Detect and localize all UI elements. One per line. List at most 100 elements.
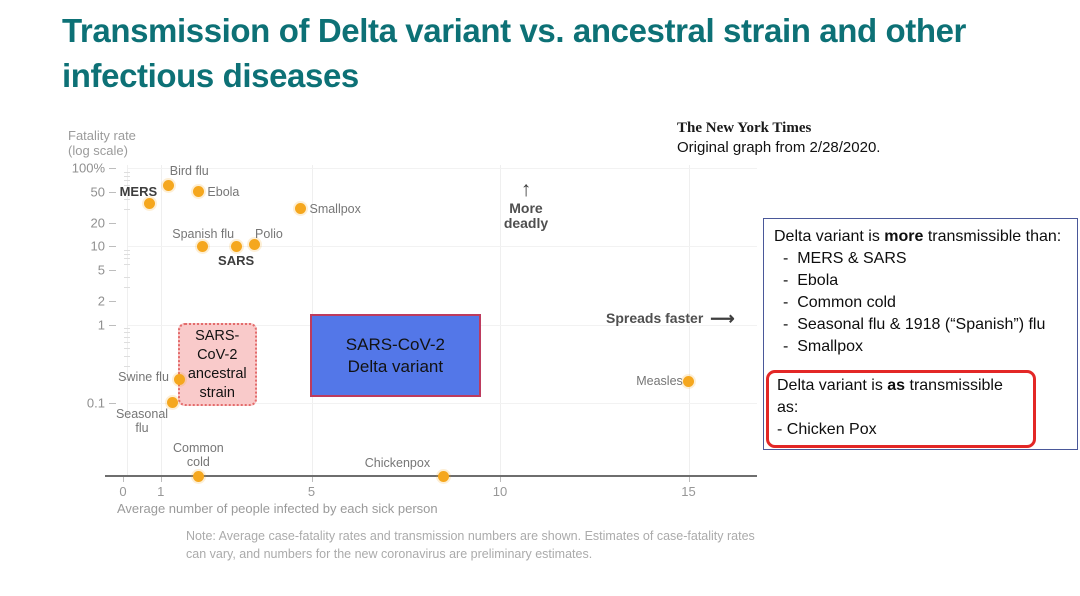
- y-tick-label: 0.1: [86, 395, 105, 411]
- y-minor-tick: [124, 336, 130, 338]
- data-point-label: Ebola: [207, 184, 240, 199]
- y-minor-tick: [124, 365, 130, 367]
- x-axis-title: Average number of people infected by eac…: [117, 501, 438, 516]
- y-tick-dash: [109, 269, 116, 271]
- y-tick-label: 10: [90, 238, 105, 254]
- y-minor-tick: [124, 180, 130, 182]
- y-tick-dash: [109, 222, 116, 224]
- data-point-label: SARS: [218, 253, 255, 269]
- highlight-box: Delta variant is as transmissible as: Ch…: [766, 370, 1036, 448]
- x-tick-label: 1: [157, 484, 165, 499]
- data-point-label: Spanish flu: [172, 227, 235, 242]
- y-minor-tick: [124, 263, 130, 265]
- rich-text-segment: transmissible than:: [923, 228, 1062, 245]
- highlight-list: Chicken Pox: [777, 419, 1025, 441]
- data-point-smallpox: [294, 203, 306, 215]
- data-point-spanish-flu: [196, 240, 208, 252]
- x-tick-mark: [160, 477, 162, 482]
- chart-note: Note: Average case-fatality rates and tr…: [186, 527, 755, 563]
- gridline-horizontal: [127, 402, 757, 404]
- y-minor-tick: [124, 199, 130, 201]
- y-minor-tick: [124, 249, 130, 251]
- x-tick-mark: [311, 477, 313, 482]
- y-tick-dash: [109, 301, 116, 303]
- y-axis-title-line1: Fatality rate: [68, 128, 136, 143]
- gridline-horizontal: [127, 246, 757, 248]
- y-minor-tick: [124, 328, 130, 330]
- gridline-vertical: [160, 165, 162, 475]
- more-deadly-label: deadly: [503, 215, 549, 231]
- data-point-label: Polio: [255, 226, 283, 241]
- y-tick-label: 1: [97, 317, 105, 333]
- data-point-measles: [683, 375, 694, 387]
- data-point-label: Measles: [636, 374, 683, 389]
- data-point-label: Swine flu: [118, 370, 169, 385]
- page-title: Transmission of Delta variant vs. ancest…: [62, 12, 966, 94]
- y-minor-tick: [124, 379, 130, 381]
- gridline-vertical: [500, 165, 501, 475]
- x-axis-line: [105, 475, 757, 477]
- data-point-ebola: [192, 186, 204, 198]
- x-tick-label: 15: [681, 484, 696, 499]
- list-item: MERS & SARS: [774, 248, 1067, 270]
- y-minor-tick: [124, 341, 130, 343]
- y-minor-tick: [124, 277, 130, 279]
- data-point-label: Chickenpox: [364, 456, 431, 470]
- x-tick-mark: [123, 477, 124, 482]
- list-item: Common cold: [774, 292, 1067, 314]
- y-minor-tick: [124, 253, 130, 255]
- chart-note-line2: can vary, and numbers for the new corona…: [186, 547, 593, 561]
- data-point-label: Smallpox: [309, 201, 361, 216]
- y-tick-dash: [109, 168, 116, 169]
- y-axis-title-line2: (log scale): [68, 143, 128, 158]
- panel-list: MERS & SARSEbolaCommon coldSeasonal flu …: [774, 248, 1067, 358]
- data-point-label: Common cold: [173, 441, 224, 469]
- rich-text-segment: as: [887, 377, 906, 394]
- rich-text-segment: Delta variant is: [777, 377, 888, 394]
- data-point-sars: [230, 240, 242, 252]
- attribution-note: Original graph from 2/28/2020.: [677, 139, 881, 156]
- y-tick-label: 5: [97, 262, 105, 278]
- y-tick-dash: [109, 402, 116, 404]
- y-tick-label: 2: [97, 293, 105, 309]
- data-point-bird-flu: [162, 179, 174, 191]
- y-minor-tick: [124, 332, 130, 334]
- y-tick-dash: [109, 191, 116, 193]
- x-tick-mark: [500, 477, 501, 482]
- nyt-wordmark: The New York Times: [677, 120, 812, 136]
- x-tick-mark: [688, 477, 690, 482]
- y-minor-tick: [124, 175, 130, 177]
- up-arrow-icon: ↑: [520, 178, 532, 201]
- highlight-heading: Delta variant is as transmissible as:: [777, 375, 1025, 419]
- y-minor-tick: [124, 171, 130, 173]
- list-item: Chicken Pox: [777, 419, 1025, 441]
- gridline-horizontal: [127, 168, 757, 169]
- data-point-chickenpox: [437, 470, 449, 482]
- x-tick-label: 10: [492, 484, 508, 499]
- y-minor-tick: [124, 287, 130, 289]
- right-arrow-icon: ⟶: [710, 309, 735, 328]
- sars-cov-2-delta-variant-box: SARS-CoV-2 Delta variant: [309, 314, 482, 397]
- x-tick-label: 0: [119, 484, 127, 499]
- more-deadly-annotation: ↑ More deadly: [496, 179, 556, 231]
- list-item: Smallpox: [774, 336, 1067, 358]
- y-tick-dash: [109, 246, 116, 248]
- rich-text-segment: more: [884, 228, 924, 245]
- list-item: Ebola: [774, 270, 1067, 292]
- y-axis-edge-line: [127, 165, 128, 476]
- y-axis-title: Fatality rate (log scale): [68, 128, 136, 158]
- gridline-vertical: [688, 165, 690, 475]
- y-tick-label: 50: [90, 184, 105, 200]
- data-point-label: Seasonal flu: [115, 406, 169, 435]
- spreads-faster-annotation: Spreads faster ⟶: [606, 309, 735, 328]
- data-point-seasonal-flu: [166, 397, 178, 409]
- y-tick-label: 20: [90, 215, 105, 231]
- data-point-swine-flu: [174, 373, 186, 385]
- more-deadly-label: More: [509, 200, 543, 216]
- y-minor-tick: [124, 348, 130, 350]
- y-tick-dash: [109, 324, 116, 326]
- x-tick-label: 5: [307, 484, 316, 499]
- y-tick-label: 100%: [71, 160, 105, 176]
